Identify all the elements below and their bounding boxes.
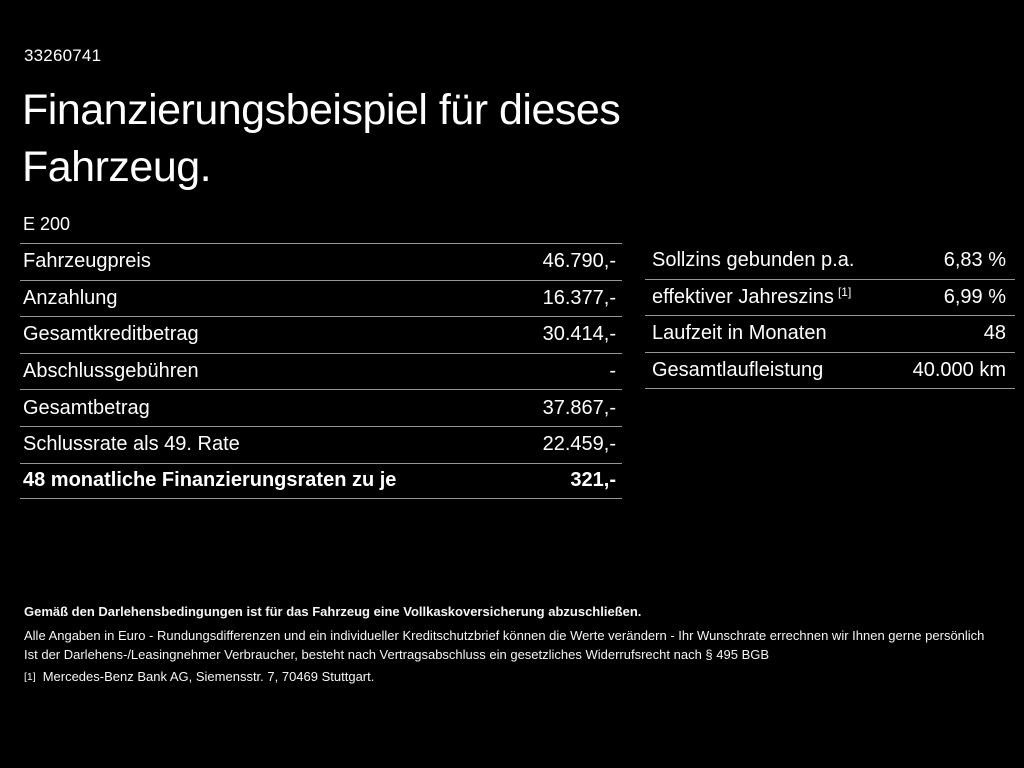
table-row-fahrzeugpreis: Fahrzeugpreis 46.790,- (20, 243, 622, 280)
row-value: 16.377,- (542, 286, 616, 309)
row-value: 30.414,- (542, 323, 616, 346)
insurance-requirement-note: Gemäß den Darlehensbedingungen ist für d… (24, 604, 642, 619)
page-title: Finanzierungsbeispiel für dieses Fahrzeu… (22, 86, 621, 191)
row-value: 48 (983, 322, 1006, 345)
row-value: 321,- (570, 469, 616, 492)
row-value: 22.459,- (542, 433, 616, 456)
row-label: Gesamtlaufleistung (652, 359, 824, 382)
row-label: effektiver Jahreszins [1] (652, 284, 852, 308)
row-label: Gesamtbetrag (23, 396, 150, 419)
vehicle-model: E 200 (23, 214, 71, 234)
row-label: 48 monatliche Finanzierungsraten zu je (23, 469, 397, 492)
row-value: 46.790,- (542, 250, 616, 273)
table-row-abschlussgebuehren: Abschlussgebühren - (20, 352, 622, 390)
values-disclaimer-note: Alle Angaben in Euro - Rundungsdifferenz… (24, 628, 985, 643)
table-row-sollzins: Sollzins gebunden p.a. 6,83 % (645, 243, 1015, 280)
bank-footnote: [1] Mercedes-Benz Bank AG, Siemensstr. 7,… (24, 669, 374, 686)
row-value: 6,83 % (943, 249, 1006, 272)
table-row-monatsrate: 48 monatliche Finanzierungsraten zu je 3… (20, 462, 622, 500)
row-label: Gesamtkreditbetrag (23, 323, 199, 346)
table-row-gesamtkreditbetrag: Gesamtkreditbetrag 30.414,- (20, 316, 622, 353)
footnote-ref: [1] (837, 284, 852, 299)
row-label: Anzahlung (23, 286, 118, 309)
table-row-anzahlung: Anzahlung 16.377,- (20, 279, 622, 317)
footnote-marker: [1] (24, 671, 36, 683)
document-number: 33260741 (24, 46, 102, 65)
footnote-text: Mercedes-Benz Bank AG, Siemensstr. 7, 70… (42, 669, 375, 684)
table-row-effektiver-jahreszins: effektiver Jahreszins [1] 6,99 % (645, 280, 1015, 317)
table-row-gesamtbetrag: Gesamtbetrag 37.867,- (20, 389, 622, 426)
withdrawal-right-note: Ist der Darlehens-/Leasingnehmer Verbrau… (24, 647, 770, 662)
row-value: 6,99 % (943, 285, 1006, 308)
row-value: - (609, 360, 616, 383)
row-label: Laufzeit in Monaten (652, 322, 827, 345)
table-row-laufzeit: Laufzeit in Monaten 48 (645, 316, 1015, 353)
financing-table: Fahrzeugpreis 46.790,- Anzahlung 16.377,… (20, 243, 622, 500)
row-label: Abschlussgebühren (23, 360, 199, 383)
row-value: 40.000 km (912, 359, 1006, 382)
conditions-table: Sollzins gebunden p.a. 6,83 % effektiver… (645, 243, 1015, 390)
row-label: Sollzins gebunden p.a. (652, 249, 855, 272)
row-label: Fahrzeugpreis (23, 250, 151, 273)
row-label: Schlussrate als 49. Rate (23, 433, 240, 456)
table-row-schlussrate: Schlussrate als 49. Rate 22.459,- (20, 425, 622, 463)
row-value: 37.867,- (542, 396, 616, 419)
table-row-gesamtlaufleistung: Gesamtlaufleistung 40.000 km (645, 353, 1015, 390)
